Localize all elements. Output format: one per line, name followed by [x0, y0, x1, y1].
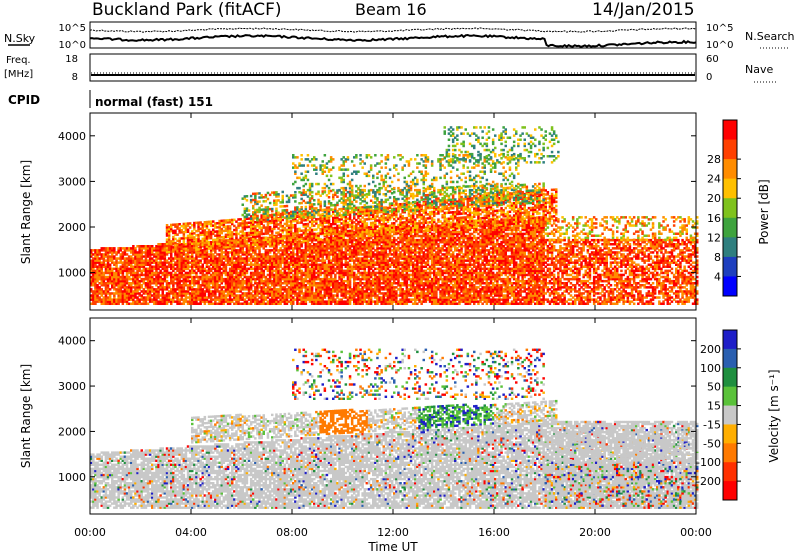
site-title: Buckland Park (fitACF)	[92, 0, 282, 20]
cpid-label: CPID	[8, 93, 40, 107]
freq-label-top: Freq.	[6, 55, 31, 66]
range-time-cell	[164, 286, 167, 289]
noise-sky-label: N.Sky	[4, 32, 36, 45]
range-time-cell	[416, 239, 419, 242]
range-time-cell	[113, 272, 116, 275]
noise-search-trace	[90, 28, 696, 32]
nave-label: Nave	[745, 63, 773, 76]
range-time-cell	[416, 303, 419, 306]
cpid-mode-text: normal (fast) 151	[95, 95, 213, 109]
range-time-cell	[366, 272, 369, 275]
freq-tick-bottom: 8	[72, 72, 78, 83]
range-time-cell	[216, 296, 219, 299]
range-time-cell	[164, 243, 167, 246]
range-time-cell	[113, 268, 116, 271]
noise-panel: N.Sky 10^5 10^0 10^5 10^0 N.Search	[4, 22, 795, 51]
range-time-cell	[113, 255, 116, 257]
range-time-cell	[317, 282, 320, 285]
range-time-cell	[216, 257, 219, 260]
range-time-cell	[317, 264, 320, 267]
range-time-cell	[366, 300, 369, 303]
range-time-cell	[164, 294, 167, 297]
noise-sky-trace	[90, 35, 696, 47]
range-time-cell	[113, 261, 116, 264]
freq-label-bottom: [MHz]	[4, 69, 33, 80]
range-time-cell	[113, 292, 116, 295]
nave-tick-bottom: 0	[706, 72, 712, 83]
range-time-cell	[366, 251, 369, 254]
nave-tick-top: 60	[706, 54, 719, 65]
noise-tick-left-top: 10^5	[59, 23, 86, 34]
range-time-cell	[216, 253, 219, 256]
date-label: 14/Jan/2015	[592, 0, 695, 20]
range-time-cell	[267, 266, 270, 269]
noise-tick-right-bottom: 10^0	[706, 40, 733, 51]
range-time-cell	[267, 249, 270, 252]
range-time-cell	[267, 278, 270, 281]
range-time-cell	[267, 300, 270, 303]
beam-label: Beam 16	[355, 0, 427, 19]
range-time-cell	[416, 251, 419, 254]
noise-tick-right-top: 10^5	[706, 23, 733, 34]
freq-tick-top: 18	[65, 54, 78, 65]
range-time-cell	[267, 274, 270, 277]
range-time-cell	[416, 255, 419, 257]
freq-panel: Freq. [MHz] 18 8 60 0 Nave	[4, 54, 776, 83]
power-heatmap	[90, 126, 699, 305]
noise-search-label: N.Search	[745, 30, 795, 43]
cpid-panel: CPID normal (fast) 151	[8, 90, 213, 109]
noise-tick-left-bottom: 10^0	[59, 40, 86, 51]
range-time-cell	[366, 237, 369, 240]
range-time-cell	[216, 303, 219, 306]
range-time-cell	[113, 247, 116, 250]
